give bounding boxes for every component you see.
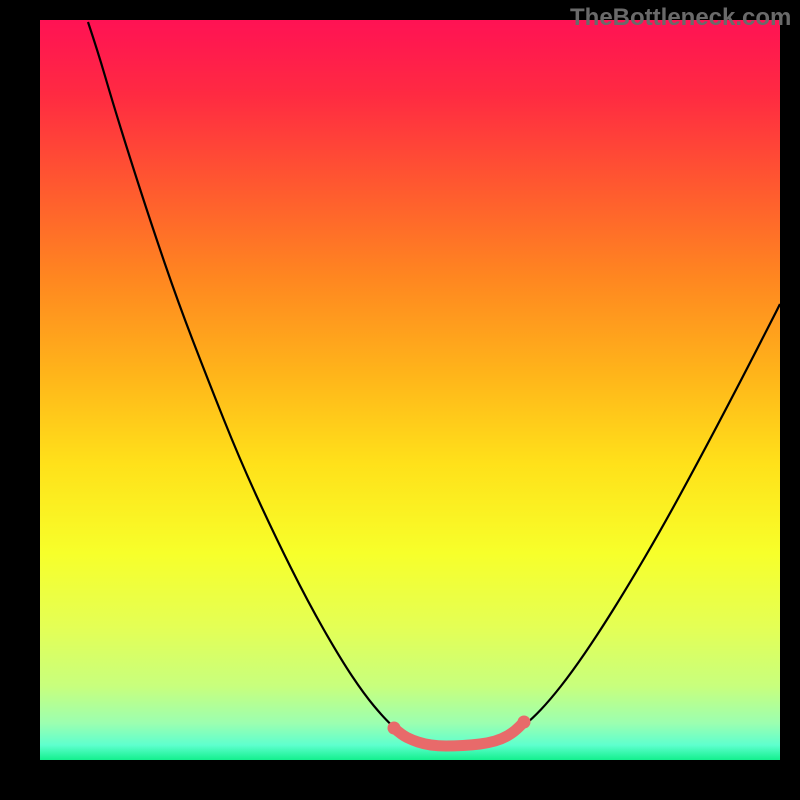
watermark-text: TheBottleneck.com xyxy=(570,4,791,32)
plot-area xyxy=(40,20,780,760)
valley-highlight xyxy=(394,722,524,746)
valley-endpoint-right xyxy=(518,716,531,729)
chart-frame: TheBottleneck.com xyxy=(0,0,800,800)
bottleneck-curve xyxy=(88,22,780,746)
curve-layer xyxy=(40,20,780,760)
valley-endpoint-left xyxy=(388,722,401,735)
